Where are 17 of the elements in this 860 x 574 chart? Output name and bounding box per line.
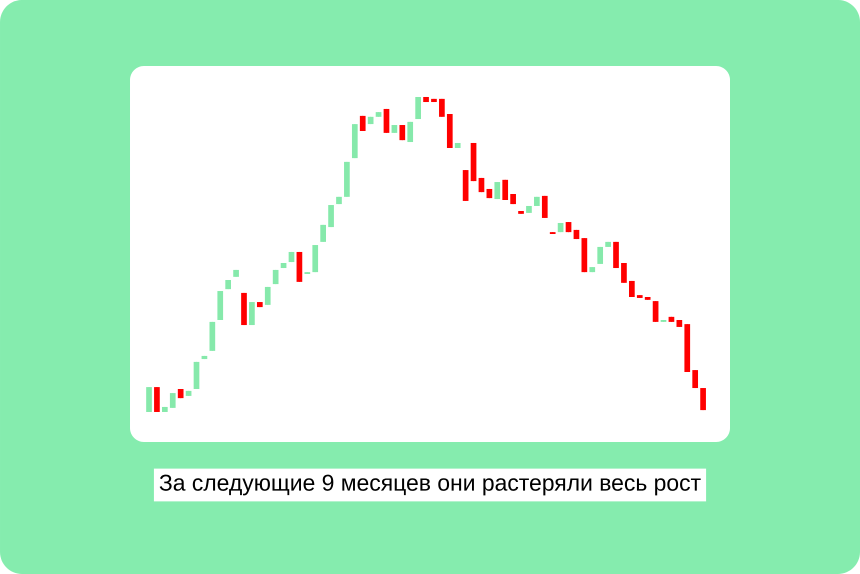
- candlestick: [597, 246, 604, 264]
- candlestick: [264, 286, 271, 306]
- candlestick: [542, 195, 548, 218]
- candlestick: [652, 300, 658, 322]
- candlestick: [170, 392, 176, 408]
- candlestick: [320, 224, 326, 242]
- text: За следующие 9 месяцев они растеряли весь рост: [160, 474, 701, 496]
- candlestick: [384, 108, 390, 134]
- candlestick: [700, 388, 706, 411]
- candlestick: [328, 204, 334, 228]
- candlestick: [621, 262, 627, 284]
- candlestick: [494, 182, 500, 200]
- candlestick: [249, 302, 255, 326]
- candlestick: [399, 124, 406, 141]
- candlestick: [502, 179, 508, 200]
- candlestick: [692, 370, 698, 389]
- candlestick: [439, 98, 445, 118]
